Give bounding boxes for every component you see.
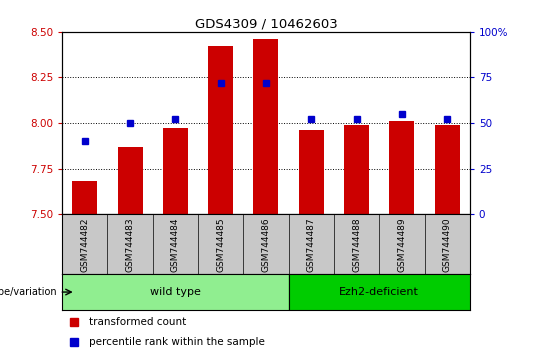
Bar	[62, 274, 288, 310]
Bar	[72, 181, 97, 214]
Text: transformed count: transformed count	[89, 318, 186, 327]
Text: GSM744484: GSM744484	[171, 217, 180, 272]
Bar	[299, 130, 323, 214]
Bar	[344, 125, 369, 214]
Title: GDS4309 / 10462603: GDS4309 / 10462603	[194, 18, 338, 31]
Bar	[389, 121, 414, 214]
Bar	[163, 129, 188, 214]
Text: Ezh2-deficient: Ezh2-deficient	[339, 287, 419, 297]
Text: wild type: wild type	[150, 287, 201, 297]
Bar	[118, 147, 143, 214]
Text: GSM744485: GSM744485	[216, 217, 225, 272]
Text: GSM744488: GSM744488	[352, 217, 361, 272]
Text: GSM744483: GSM744483	[126, 217, 134, 272]
Text: GSM744490: GSM744490	[443, 217, 451, 272]
Text: GSM744486: GSM744486	[261, 217, 271, 272]
Bar	[253, 39, 279, 214]
Bar	[288, 274, 470, 310]
Text: GSM744487: GSM744487	[307, 217, 316, 272]
Text: GSM744482: GSM744482	[80, 217, 89, 272]
Text: percentile rank within the sample: percentile rank within the sample	[89, 337, 265, 347]
Text: GSM744489: GSM744489	[397, 217, 406, 272]
Text: genotype/variation: genotype/variation	[0, 287, 57, 297]
Bar	[435, 125, 460, 214]
Bar	[208, 46, 233, 214]
